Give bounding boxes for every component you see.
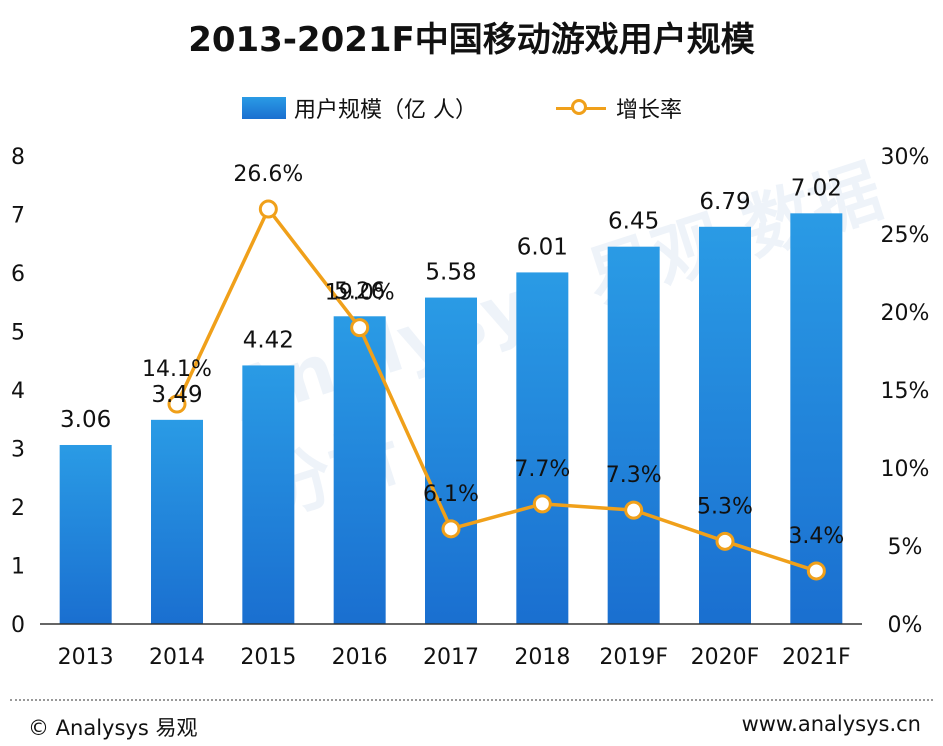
y-left-tick-label: 8 bbox=[11, 145, 25, 170]
y-right-tick-label: 0% bbox=[888, 613, 923, 638]
growth-rate-data-label: 7.7% bbox=[514, 457, 570, 482]
legend-item-line: 增长率 bbox=[556, 92, 682, 124]
growth-rate-point bbox=[532, 494, 552, 514]
bar bbox=[333, 316, 386, 624]
bar-data-label: 6.01 bbox=[517, 234, 568, 260]
bar-data-label: 5.58 bbox=[425, 260, 476, 286]
bar bbox=[59, 444, 112, 624]
y-right-tick-label: 20% bbox=[881, 301, 930, 326]
growth-rate-data-label: 26.6% bbox=[233, 162, 303, 187]
bar-data-label: 3.49 bbox=[151, 382, 202, 408]
x-tick-label: 2017 bbox=[423, 645, 479, 670]
legend-item-bar: 用户规模（亿 人） bbox=[242, 92, 477, 124]
y-right-tick-label: 5% bbox=[888, 535, 923, 560]
bar-data-label: 4.42 bbox=[243, 327, 294, 353]
bar-data-label: 6.79 bbox=[699, 189, 750, 215]
y-left-tick-label: 1 bbox=[11, 555, 25, 580]
y-right-tick-label: 10% bbox=[881, 457, 930, 482]
growth-rate-data-label: 5.3% bbox=[697, 494, 753, 519]
bar-data-label: 3.06 bbox=[60, 407, 111, 433]
bar-data-label: 7.02 bbox=[791, 175, 842, 201]
legend-line-label: 增长率 bbox=[616, 98, 683, 123]
x-tick-label: 2016 bbox=[332, 645, 388, 670]
growth-rate-point bbox=[806, 561, 826, 581]
bar bbox=[699, 226, 751, 624]
legend-bar-swatch bbox=[242, 97, 286, 119]
growth-rate-point bbox=[258, 199, 278, 219]
y-right-tick-label: 30% bbox=[881, 145, 930, 170]
x-tick-label: 2020F bbox=[691, 645, 760, 670]
x-tick-label: 2015 bbox=[240, 645, 296, 670]
y-right-tick-label: 25% bbox=[881, 223, 930, 248]
x-tick-label: 2014 bbox=[149, 645, 205, 670]
growth-rate-data-label: 6.1% bbox=[423, 482, 479, 507]
growth-rate-point bbox=[350, 318, 370, 338]
y-left-tick-label: 7 bbox=[11, 204, 25, 229]
footer-copyright: © Analysys 易观 bbox=[28, 716, 198, 740]
y-left-tick-label: 2 bbox=[11, 496, 25, 521]
growth-rate-data-label: 19.0% bbox=[325, 281, 395, 306]
growth-rate-data-label: 7.3% bbox=[606, 463, 662, 488]
footer-website: www.analysys.cn bbox=[741, 712, 921, 736]
x-tick-label: 2021F bbox=[782, 645, 851, 670]
combo-chart: 0 1 2 3 4 5 6 7 8 0% 5% 10% 15% 20% 25% 30% 2013 2014 2015… bbox=[11, 145, 930, 670]
bar bbox=[516, 272, 569, 624]
growth-rate-point bbox=[624, 500, 644, 520]
growth-rate-point bbox=[441, 519, 461, 539]
growth-rate-data-label: 3.4% bbox=[788, 524, 844, 549]
x-tick-label: 2013 bbox=[58, 645, 114, 670]
legend-bar-label: 用户规模（亿 人） bbox=[294, 98, 477, 123]
y-right-tick-label: 15% bbox=[881, 379, 930, 404]
growth-rate-data-label: 14.1% bbox=[142, 357, 212, 382]
x-tick-label: 2019F bbox=[599, 645, 668, 670]
y-left-tick-label: 6 bbox=[11, 262, 25, 287]
growth-rate-line bbox=[175, 207, 817, 573]
legend: 用户规模（亿 人） 增长率 bbox=[0, 92, 943, 124]
y-left-tick-label: 3 bbox=[11, 438, 25, 463]
legend-line-swatch bbox=[556, 97, 606, 119]
bar bbox=[242, 365, 295, 624]
bar bbox=[607, 246, 660, 625]
bar-data-label: 5.26 bbox=[334, 278, 385, 304]
growth-rate-point bbox=[167, 394, 187, 414]
y-left-tick-label: 4 bbox=[11, 379, 25, 404]
footer-divider bbox=[10, 699, 933, 701]
bar bbox=[790, 213, 843, 624]
growth-rate-point bbox=[715, 531, 735, 551]
bar bbox=[425, 297, 477, 624]
x-tick-label: 2018 bbox=[514, 645, 570, 670]
chart-title: 2013-2021F中国移动游戏用户规模 bbox=[188, 20, 755, 60]
bar-data-label: 6.45 bbox=[608, 209, 659, 235]
y-left-tick-label: 0 bbox=[11, 613, 25, 638]
bar bbox=[151, 419, 203, 624]
y-left-tick-label: 5 bbox=[11, 321, 25, 346]
